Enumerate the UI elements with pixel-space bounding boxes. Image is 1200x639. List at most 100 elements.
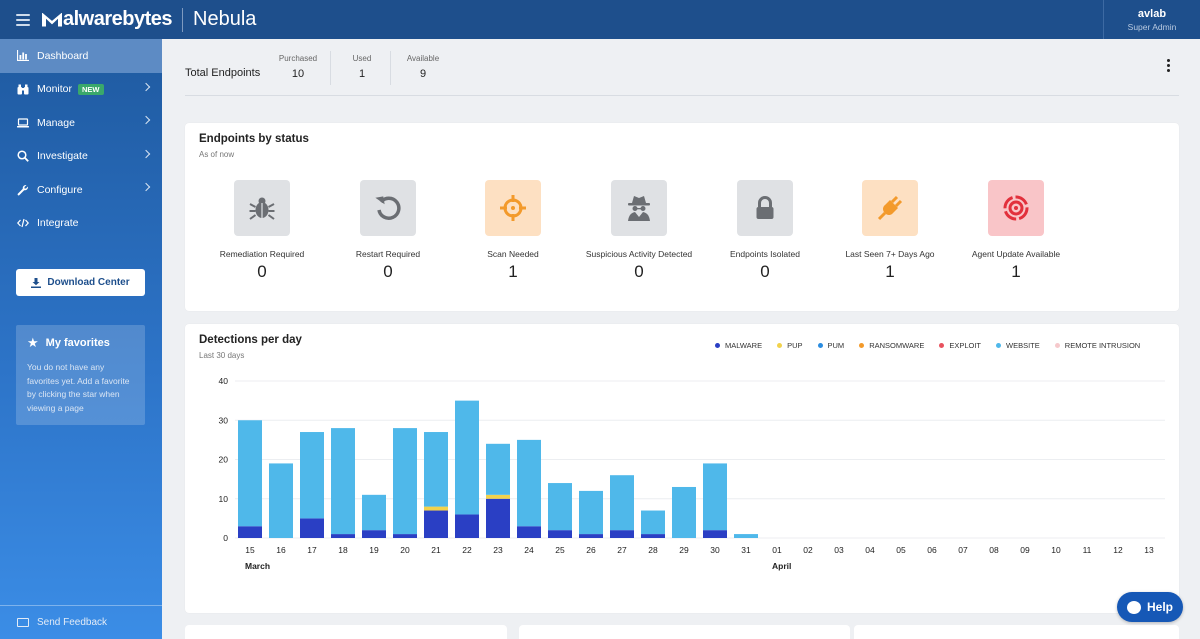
- sidebar-item-integrate[interactable]: Integrate: [0, 207, 162, 241]
- status-label: Endpoints Isolated: [730, 249, 800, 259]
- legend-item-pum[interactable]: PUM: [817, 341, 844, 350]
- legend-item-malware[interactable]: MALWARE: [715, 341, 762, 350]
- legend-label: REMOTE INTRUSION: [1064, 341, 1141, 350]
- status-tile-suspicious-activity-detected[interactable]: Suspicious Activity Detected 0: [569, 180, 709, 282]
- bar-malware[interactable]: [455, 514, 479, 538]
- x-tick-label: 24: [524, 545, 534, 555]
- bar-malware[interactable]: [703, 530, 727, 538]
- bar-pup[interactable]: [486, 494, 510, 499]
- y-tick-label: 10: [219, 494, 229, 504]
- bar-pup[interactable]: [424, 506, 448, 511]
- x-tick-label: 25: [555, 545, 565, 555]
- purchased-stat: Purchased 10: [278, 54, 318, 80]
- bar-website[interactable]: [672, 486, 696, 538]
- x-tick-label: 05: [896, 545, 906, 555]
- bar-website[interactable]: [517, 439, 541, 527]
- status-tile-scan-needed[interactable]: Scan Needed 1: [443, 180, 583, 282]
- status-value: 0: [634, 262, 644, 281]
- legend-label: WEBSITE: [1006, 341, 1040, 350]
- wrench-icon: [17, 184, 29, 196]
- status-tile-agent-update-available[interactable]: Agent Update Available 1: [946, 180, 1086, 282]
- legend-swatch: [996, 343, 1002, 348]
- hamburger-menu-icon[interactable]: [16, 13, 30, 26]
- status-value: 1: [1011, 262, 1021, 281]
- bar-website[interactable]: [424, 432, 448, 507]
- x-tick-label: 27: [617, 545, 627, 555]
- bar-website[interactable]: [610, 475, 634, 531]
- status-tile-restart-required[interactable]: Restart Required 0: [318, 180, 458, 282]
- card-subtitle: Last 30 days: [199, 351, 245, 360]
- status-value: 0: [257, 262, 267, 281]
- available-value: 9: [419, 68, 427, 80]
- bar-website[interactable]: [331, 428, 355, 535]
- status-label: Last Seen 7+ Days Ago: [845, 249, 935, 259]
- x-tick-label: 16: [276, 545, 286, 555]
- x-tick-label: 07: [958, 545, 968, 555]
- help-button[interactable]: Help: [1117, 592, 1183, 622]
- x-tick-label: 22: [462, 545, 472, 555]
- legend-item-pup[interactable]: PUP: [777, 341, 803, 350]
- month-label: March: [245, 561, 270, 571]
- bar-website[interactable]: [300, 432, 324, 519]
- bar-website[interactable]: [641, 510, 665, 535]
- bar-malware[interactable]: [641, 534, 665, 538]
- bar-malware[interactable]: [300, 518, 324, 538]
- bar-website[interactable]: [579, 490, 603, 535]
- bar-website[interactable]: [238, 420, 262, 527]
- legend-item-exploit[interactable]: EXPLOIT: [939, 341, 981, 350]
- x-tick-label: 17: [307, 545, 317, 555]
- y-tick-label: 20: [219, 455, 229, 465]
- legend-item-ransomware[interactable]: RANSOMWARE: [859, 341, 924, 350]
- sidebar-item-monitor[interactable]: Monitor NEW: [0, 73, 162, 107]
- bar-malware[interactable]: [362, 530, 386, 538]
- x-tick-label: 28: [648, 545, 658, 555]
- x-tick-label: 02: [803, 545, 813, 555]
- bar-website[interactable]: [486, 443, 510, 495]
- download-center-button[interactable]: Download Center: [16, 269, 145, 296]
- status-tile-remediation-required[interactable]: Remediation Required 0: [192, 180, 332, 282]
- sidebar-item-configure[interactable]: Configure: [0, 173, 162, 207]
- bar-malware[interactable]: [610, 530, 634, 538]
- bar-malware[interactable]: [579, 534, 603, 538]
- bar-malware[interactable]: [486, 498, 510, 538]
- new-badge: NEW: [78, 83, 104, 95]
- bar-website[interactable]: [362, 494, 386, 531]
- legend-swatch: [715, 343, 720, 348]
- bar-malware[interactable]: [393, 534, 417, 538]
- bar-malware[interactable]: [331, 534, 355, 538]
- x-tick-label: 20: [400, 545, 410, 555]
- bottom-card-3: [854, 625, 1179, 639]
- sidebar-item-investigate[interactable]: Investigate: [0, 140, 162, 174]
- bar-website[interactable]: [734, 534, 758, 538]
- x-tick-label: 26: [586, 545, 596, 555]
- sidebar-item-manage[interactable]: Manage: [0, 106, 162, 140]
- user-menu[interactable]: avlab Super Admin: [1103, 0, 1200, 39]
- favorites-header: ★ My favorites: [27, 335, 134, 351]
- status-label: Scan Needed: [487, 249, 539, 259]
- bar-website[interactable]: [703, 463, 727, 531]
- detections-per-day-card: Detections per day Last 30 days MALWARE P…: [185, 324, 1179, 613]
- bar-website[interactable]: [269, 463, 293, 538]
- bar-malware[interactable]: [548, 530, 572, 538]
- bar-website[interactable]: [393, 428, 417, 535]
- status-tile-last-seen-7-days-ago[interactable]: Last Seen 7+ Days Ago 1: [820, 180, 960, 282]
- divider: [330, 51, 331, 85]
- favorites-empty-text: You do not have any favorites yet. Add a…: [27, 362, 130, 413]
- status-tile-endpoints-isolated[interactable]: Endpoints Isolated 0: [695, 180, 835, 282]
- bar-malware[interactable]: [424, 510, 448, 538]
- status-label: Restart Required: [355, 249, 421, 259]
- bar-website[interactable]: [548, 483, 572, 531]
- bar-website[interactable]: [455, 400, 479, 515]
- bar-malware[interactable]: [517, 526, 541, 538]
- main-content: Total Endpoints Purchased 10 Used 1 Avai…: [162, 39, 1200, 639]
- legend-item-website[interactable]: WEBSITE: [996, 341, 1040, 350]
- more-options-icon[interactable]: [1167, 59, 1171, 72]
- bar-malware[interactable]: [238, 526, 262, 538]
- x-tick-label: 18: [338, 545, 348, 555]
- send-feedback-button[interactable]: Send Feedback: [0, 605, 162, 639]
- sidebar-item-dashboard[interactable]: Dashboard: [0, 39, 162, 73]
- malwarebytes-logo[interactable]: alwarebytes: [42, 8, 173, 31]
- card-title: Detections per day: [199, 334, 302, 346]
- binoculars-icon: [17, 83, 29, 95]
- legend-item-remote-intrusion[interactable]: REMOTE INTRUSION: [1054, 341, 1141, 350]
